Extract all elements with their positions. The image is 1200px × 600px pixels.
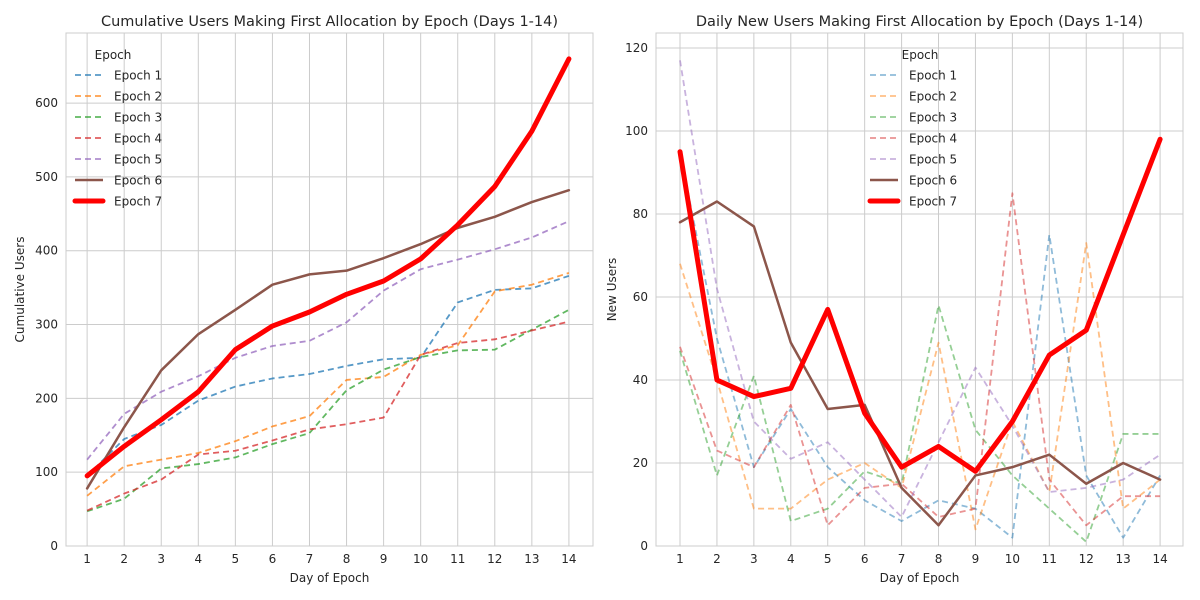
- x-tick-label: 6: [861, 552, 869, 566]
- series-line-epoch-5: [679, 60, 1161, 518]
- x-tick-label: 9: [972, 552, 980, 566]
- y-tick-label: 300: [35, 318, 58, 332]
- legend-label: Epoch 5: [114, 153, 162, 167]
- x-tick-label: 11: [1042, 552, 1057, 566]
- y-tick-label: 100: [35, 465, 58, 479]
- legend-label: Epoch 5: [909, 153, 957, 167]
- plot-frame: [65, 32, 594, 547]
- legend: Epoch Epoch 1 Epoch 2 Epoch 3 Epoch 4 Epoch 5…: [72, 48, 162, 209]
- y-tick-label: 80: [633, 207, 648, 221]
- y-tick-label: 20: [633, 456, 648, 470]
- y-tick-label: 400: [35, 244, 58, 258]
- x-tick-label: 10: [1005, 552, 1020, 566]
- legend-label: Epoch 7: [909, 195, 957, 209]
- y-tick-label: 200: [35, 391, 58, 405]
- x-tick-label: 7: [306, 552, 314, 566]
- x-tick-label: 13: [524, 552, 539, 566]
- y-tick-label: 60: [633, 290, 648, 304]
- y-axis-label: New Users: [605, 258, 619, 322]
- series-line-epoch-2: [679, 242, 1161, 531]
- series-line-epoch-4: [86, 320, 570, 512]
- x-tick-label: 14: [561, 552, 576, 566]
- series-line-epoch-3: [679, 304, 1161, 543]
- x-tick-label: 10: [413, 552, 428, 566]
- y-axis-label: Cumulative Users: [13, 237, 27, 343]
- legend-label: Epoch 2: [114, 90, 162, 104]
- x-tick-label: 2: [713, 552, 721, 566]
- series-line-epoch-5: [86, 220, 570, 461]
- legend-label: Epoch 3: [909, 111, 957, 125]
- x-tick-label: 6: [269, 552, 277, 566]
- plot-frame: [655, 32, 1184, 547]
- legend-label: Epoch 7: [114, 195, 162, 209]
- x-tick-label: 5: [824, 552, 832, 566]
- legend-label: Epoch 2: [909, 90, 957, 104]
- legend-label: Epoch 4: [114, 132, 162, 146]
- x-tick-label: 8: [343, 552, 351, 566]
- x-tick-label: 5: [232, 552, 240, 566]
- series-line-epoch-6: [85, 188, 571, 490]
- x-tick-label: 2: [120, 552, 128, 566]
- legend-label: Epoch 4: [909, 132, 957, 146]
- series-line-epoch-2: [86, 272, 570, 497]
- x-tick-label: 4: [194, 552, 202, 566]
- y-tick-label: 500: [35, 170, 58, 184]
- x-tick-label: 9: [380, 552, 388, 566]
- chart-1: 1 2 3 4 5 6 7 8 9 10 11 12 13 140100200300400500600Cu…: [13, 14, 594, 585]
- x-tick-label: 3: [157, 552, 165, 566]
- y-tick-label: 600: [35, 96, 58, 110]
- x-tick-label: 1: [83, 552, 91, 566]
- x-tick-label: 12: [487, 552, 502, 566]
- legend-label: Epoch 1: [114, 69, 162, 83]
- chart-2: 1 2 3 4 5 6 7 8 9 10 11 12 13 14020406080100120Daily …: [605, 14, 1184, 585]
- legend-title: Epoch: [902, 48, 939, 62]
- chart-title: Daily New Users Making First Allocation …: [696, 14, 1143, 30]
- x-axis-label: Day of Epoch: [880, 571, 960, 585]
- x-axis-label: Day of Epoch: [290, 571, 370, 585]
- series-line-epoch-6: [678, 200, 1162, 527]
- series-line-epoch-1: [679, 151, 1161, 539]
- x-tick-label: 7: [898, 552, 906, 566]
- legend-title: Epoch: [95, 48, 132, 62]
- series-line-epoch-4: [679, 192, 1161, 527]
- legend-label: Epoch 3: [114, 111, 162, 125]
- x-tick-label: 13: [1116, 552, 1131, 566]
- series-line-epoch-1: [86, 274, 570, 477]
- legend-label: Epoch 6: [909, 174, 957, 188]
- y-tick-label: 100: [625, 124, 648, 138]
- x-tick-label: 12: [1079, 552, 1094, 566]
- x-tick-label: 8: [935, 552, 943, 566]
- x-tick-label: 4: [787, 552, 795, 566]
- x-tick-label: 11: [450, 552, 465, 566]
- x-tick-label: 1: [676, 552, 684, 566]
- x-tick-label: 14: [1152, 552, 1167, 566]
- y-tick-label: 120: [625, 41, 648, 55]
- series-line-epoch-3: [86, 309, 570, 513]
- chart-title: Cumulative Users Making First Allocation…: [101, 14, 558, 30]
- y-tick-label: 0: [640, 539, 648, 553]
- series-line-epoch-7: [677, 136, 1163, 474]
- y-tick-label: 40: [633, 373, 648, 387]
- legend-label: Epoch 6: [114, 174, 162, 188]
- legend: Epoch Epoch 1 Epoch 2 Epoch 3 Epoch 4 Epoch 5…: [867, 48, 957, 209]
- x-tick-label: 3: [750, 552, 758, 566]
- series-line-epoch-7: [84, 56, 572, 479]
- y-tick-label: 0: [50, 539, 58, 553]
- legend-label: Epoch 1: [909, 69, 957, 83]
